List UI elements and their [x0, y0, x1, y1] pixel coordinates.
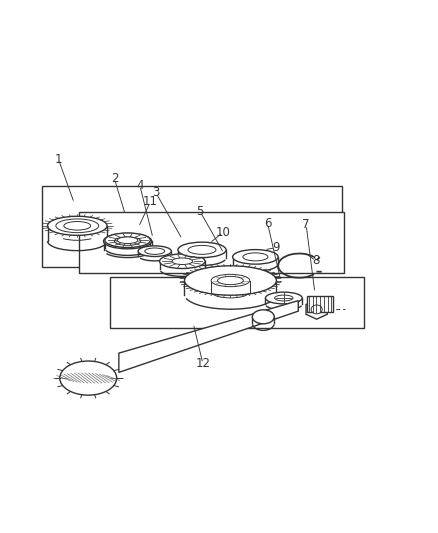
- Text: 10: 10: [215, 226, 230, 239]
- Polygon shape: [119, 301, 297, 373]
- Text: 1: 1: [55, 153, 62, 166]
- Ellipse shape: [242, 253, 267, 261]
- Ellipse shape: [145, 248, 164, 254]
- Ellipse shape: [184, 266, 276, 295]
- Ellipse shape: [274, 295, 292, 301]
- Ellipse shape: [56, 219, 99, 233]
- Text: 4: 4: [136, 179, 143, 192]
- Text: 2: 2: [110, 173, 118, 185]
- Ellipse shape: [117, 237, 138, 244]
- Ellipse shape: [105, 233, 150, 247]
- Ellipse shape: [311, 305, 321, 314]
- Ellipse shape: [252, 310, 274, 324]
- Ellipse shape: [265, 292, 301, 304]
- Polygon shape: [79, 212, 343, 273]
- Ellipse shape: [232, 249, 278, 264]
- Text: 7: 7: [302, 219, 309, 231]
- Ellipse shape: [172, 258, 192, 264]
- Ellipse shape: [211, 274, 249, 287]
- Ellipse shape: [138, 246, 171, 256]
- Text: 5: 5: [196, 205, 204, 219]
- Ellipse shape: [64, 222, 91, 230]
- Ellipse shape: [159, 254, 205, 269]
- Ellipse shape: [114, 237, 141, 245]
- Ellipse shape: [177, 242, 226, 257]
- Text: 12: 12: [195, 357, 210, 370]
- Polygon shape: [110, 278, 363, 328]
- Polygon shape: [42, 185, 341, 266]
- Ellipse shape: [217, 277, 243, 285]
- Text: 3: 3: [152, 187, 159, 199]
- Text: 9: 9: [271, 241, 279, 254]
- Bar: [306, 296, 332, 312]
- Ellipse shape: [47, 216, 107, 236]
- Text: 8: 8: [311, 254, 319, 268]
- Ellipse shape: [103, 233, 151, 249]
- Text: 11: 11: [142, 195, 158, 208]
- Text: 6: 6: [263, 217, 271, 230]
- Ellipse shape: [187, 245, 215, 254]
- Polygon shape: [305, 300, 326, 319]
- Ellipse shape: [60, 361, 117, 395]
